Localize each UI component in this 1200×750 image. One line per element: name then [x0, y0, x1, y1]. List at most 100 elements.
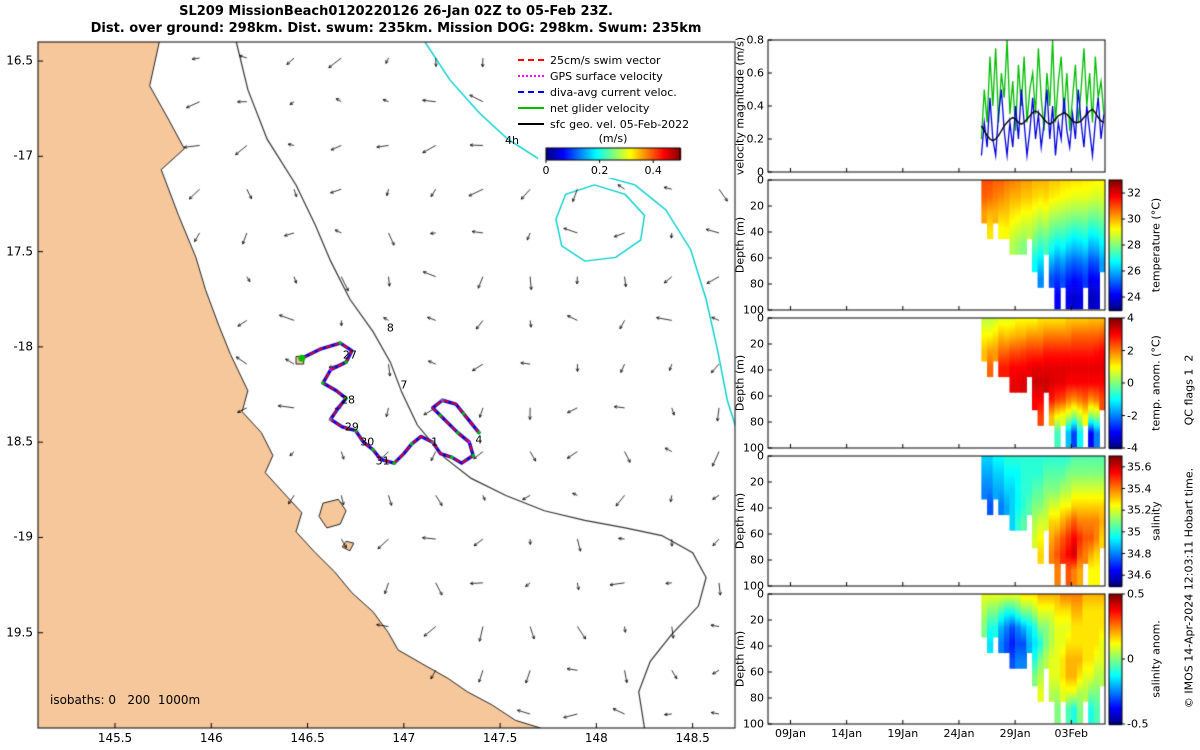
panel-y-tick-label: 0.8 — [746, 33, 765, 47]
depth-ylabel-temperature: Depth (m) — [733, 216, 747, 274]
panel-y-tick-label: 100 — [743, 717, 764, 731]
map-colorbar-tick-label: 0.2 — [590, 164, 609, 177]
panel-y-tick-label: 100 — [743, 441, 764, 455]
colorbar-tick-label: 2 — [1127, 344, 1134, 357]
panel-y-tick-label: 60 — [750, 251, 764, 265]
map-y-tick-label: 17.5 — [6, 244, 33, 259]
colorbar-label-sal-anom: salinity anom. — [1149, 620, 1163, 698]
map-colorbar-annotation: 4h — [505, 134, 519, 147]
figure-title: SL209 MissionBeach0120220126 26-Jan 02Z … — [179, 4, 613, 19]
map-x-tick-label: 148 — [584, 731, 608, 745]
colorbar-tick-label: 26 — [1127, 264, 1141, 278]
time-tick-label: 29Jan — [999, 727, 1031, 740]
map-legend: 25cm/s swim vector GPS surface velocity … — [518, 52, 689, 132]
waypoint-label: 1 — [431, 435, 439, 449]
panel-y-tick-label: 40 — [750, 225, 764, 239]
waypoint-label: 29 — [344, 420, 359, 434]
waypoint-label: 27 — [342, 348, 357, 361]
panel-y-tick-label: 100 — [743, 579, 764, 593]
legend-line-sample-net — [518, 107, 544, 109]
legend-item: sfc geo. vel. 05-Feb-2022 — [518, 116, 689, 132]
map-x-tick-label: 148.5 — [675, 731, 710, 745]
map-colorbar-tick-label: 0.4 — [644, 164, 662, 177]
panel-y-tick-label: 0.6 — [746, 66, 765, 80]
panel-y-tick-label: 40 — [750, 363, 764, 377]
map-colorbar-tick-label: 0 — [542, 164, 550, 177]
depth-ylabel-temp-anom: Depth (m) — [733, 354, 747, 412]
legend-item: GPS surface velocity — [518, 68, 689, 84]
panel-y-tick-label: 40 — [750, 639, 764, 653]
panel-y-tick-label: 20 — [750, 475, 764, 489]
colorbar-tick-label: 34.6 — [1127, 568, 1152, 582]
panel-y-tick-label: 40 — [750, 501, 764, 515]
imos-credit: © IMOS 14-Apr-2024 12:03:11 Hobart time. — [1182, 467, 1196, 709]
map-x-tick-label: 145.5 — [97, 731, 133, 745]
colorbar-tick-label: 24 — [1127, 290, 1141, 304]
legend-item: diva-avg current veloc. — [518, 84, 689, 100]
legend-label: sfc geo. vel. 05-Feb-2022 — [550, 117, 690, 131]
legend-line-sample-swim — [518, 59, 544, 61]
panel-y-tick-label: 20 — [750, 613, 764, 627]
velocity-ylabel: velocity magnitude (m/s) — [733, 36, 747, 176]
map-x-tick-label: 147.5 — [482, 731, 518, 745]
panel-y-tick-label: 0 — [757, 311, 764, 325]
colorbar-label-temp-anom: temp. anom. (°C) — [1149, 335, 1163, 431]
colorbar-tick-label: 28 — [1127, 238, 1141, 252]
waypoint-label: 7 — [400, 378, 408, 392]
legend-label: diva-avg current veloc. — [550, 85, 677, 99]
map-y-tick-label: 16.5 — [6, 53, 33, 68]
map-y-tick-label: -19 — [13, 529, 33, 544]
legend-label: net glider velocity — [550, 101, 650, 115]
legend-item: 25cm/s swim vector — [518, 52, 689, 68]
colorbar-tick-label: 34.8 — [1127, 547, 1152, 560]
time-tick-label: 24Jan — [943, 727, 975, 740]
map-x-tick-label: 146.5 — [290, 731, 325, 745]
colorbar-tick-label: 4 — [1127, 311, 1134, 325]
panel-y-tick-label: 20 — [750, 337, 764, 351]
map-x-tick-label: 146 — [199, 731, 223, 745]
colorbar-label-temperature: temperature (°C) — [1149, 197, 1163, 293]
map-x-tick-label: 147 — [392, 731, 416, 745]
waypoint-label: 31 — [375, 454, 390, 468]
map-y-tick-label: 18.5 — [6, 434, 33, 449]
map-y-tick-label: -18 — [13, 339, 33, 354]
isobaths-note: isobaths: 0 200 1000m — [50, 693, 201, 707]
colorbar-tick-label: 30 — [1127, 212, 1141, 226]
map-y-tick-label: 19.5 — [6, 625, 33, 640]
panel-y-tick-label: 0 — [757, 165, 764, 179]
panel-y-tick-label: 0 — [757, 587, 764, 601]
panel-y-tick-label: 80 — [750, 691, 764, 705]
time-tick-label: 03Feb — [1054, 727, 1089, 740]
colorbar-tick-label: 0 — [1127, 652, 1134, 666]
panel-y-tick-label: 60 — [750, 665, 764, 679]
legend-line-sample-diva — [518, 91, 544, 93]
colorbar-tick-label: 35.6 — [1127, 460, 1152, 474]
panel-y-tick-label: 0.4 — [746, 99, 765, 113]
panel-y-tick-label: 60 — [750, 527, 764, 541]
colorbar-tick-label: 35.2 — [1127, 503, 1152, 517]
colorbar-tick-label: -0.5 — [1127, 717, 1149, 731]
waypoint-label: 4 — [475, 433, 483, 447]
panel-y-tick-label: 0 — [757, 173, 764, 187]
legend-line-sample-gps — [518, 75, 544, 77]
time-tick-label: 09Jan — [774, 727, 806, 740]
colorbar-tick-label: 0 — [1127, 376, 1134, 390]
map-colorbar-label: (m/s) — [598, 132, 628, 145]
colorbar-tick-label: -2 — [1127, 409, 1138, 422]
legend-label: 25cm/s swim vector — [550, 53, 661, 67]
waypoint-label: 28 — [340, 393, 355, 407]
panel-y-tick-label: 80 — [750, 415, 764, 429]
panel-y-tick-label: 0 — [757, 449, 764, 463]
panel-y-tick-label: 100 — [743, 303, 764, 317]
figure-subtitle: Dist. over ground: 298km. Dist. swum: 23… — [90, 21, 702, 36]
waypoint-label: 8 — [386, 321, 394, 335]
time-tick-label: 19Jan — [887, 727, 919, 740]
map-y-tick-label: -17 — [13, 148, 33, 163]
legend-label: GPS surface velocity — [550, 69, 663, 83]
panel-y-tick-label: 80 — [750, 277, 764, 291]
colorbar-tick-label: 35.4 — [1127, 482, 1152, 495]
colorbar-tick-label: 32 — [1127, 186, 1141, 200]
panel-y-tick-label: 60 — [750, 389, 764, 403]
